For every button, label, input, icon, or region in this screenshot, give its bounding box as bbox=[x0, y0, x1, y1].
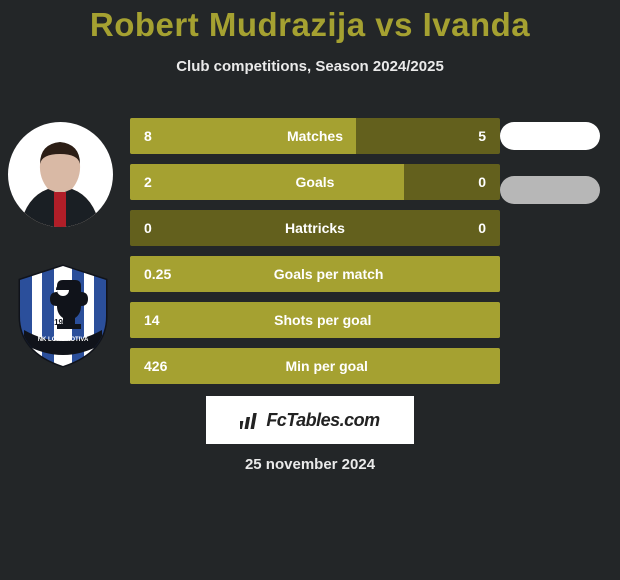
svg-text:NK LOKOMOTIVA: NK LOKOMOTIVA bbox=[38, 337, 89, 343]
club-badge-circle: 1914 NK LOKOMOTIVA bbox=[8, 260, 118, 370]
svg-text:1914: 1914 bbox=[54, 318, 72, 327]
subtitle: Club competitions, Season 2024/2025 bbox=[0, 58, 620, 75]
site-logo: FcTables.com bbox=[206, 396, 414, 444]
club-badge-icon: 1914 NK LOKOMOTIVA bbox=[8, 260, 118, 370]
club-badge: 1914 NK LOKOMOTIVA bbox=[8, 260, 118, 370]
stat-labels: 2 Goals 0 bbox=[130, 164, 500, 200]
stat-left-value: 2 bbox=[144, 174, 152, 190]
stat-right-value: 0 bbox=[478, 220, 486, 236]
stat-label: Goals bbox=[296, 174, 335, 190]
stat-row: 0 Hattricks 0 bbox=[130, 210, 500, 246]
opponent-indicator-pill bbox=[500, 122, 600, 150]
stat-label: Shots per goal bbox=[274, 312, 371, 328]
stat-label: Hattricks bbox=[285, 220, 345, 236]
stat-left-value: 0 bbox=[144, 220, 152, 236]
site-logo-text: FcTables.com bbox=[266, 410, 379, 431]
stat-right-value: 0 bbox=[478, 174, 486, 190]
stat-labels: 14 Shots per goal bbox=[130, 302, 500, 338]
stat-row: 2 Goals 0 bbox=[130, 164, 500, 200]
bar-chart-icon bbox=[240, 409, 262, 431]
stat-labels: 0.25 Goals per match bbox=[130, 256, 500, 292]
stat-row: 14 Shots per goal bbox=[130, 302, 500, 338]
stat-label: Goals per match bbox=[274, 266, 384, 282]
stat-row: 426 Min per goal bbox=[130, 348, 500, 384]
stat-labels: 426 Min per goal bbox=[130, 348, 500, 384]
stat-row: 8 Matches 5 bbox=[130, 118, 500, 154]
stats-area: 8 Matches 5 2 Goals 0 0 Hattricks 0 0.25 Goals per… bbox=[130, 118, 500, 394]
player-portrait-icon bbox=[8, 122, 113, 227]
stat-label: Min per goal bbox=[285, 358, 367, 374]
page-title: Robert Mudrazija vs Ivanda bbox=[0, 0, 620, 44]
stat-right-value: 5 bbox=[478, 128, 486, 144]
stat-left-value: 8 bbox=[144, 128, 152, 144]
stat-labels: 8 Matches 5 bbox=[130, 118, 500, 154]
stat-labels: 0 Hattricks 0 bbox=[130, 210, 500, 246]
player-avatar bbox=[8, 122, 113, 227]
opponent-indicator-pill bbox=[500, 176, 600, 204]
footer-date: 25 november 2024 bbox=[0, 456, 620, 473]
stat-label: Matches bbox=[287, 128, 343, 144]
root: Robert Mudrazija vs Ivanda Club competit… bbox=[0, 0, 620, 580]
stat-row: 0.25 Goals per match bbox=[130, 256, 500, 292]
stat-left-value: 14 bbox=[144, 312, 160, 328]
stat-left-value: 426 bbox=[144, 358, 167, 374]
player-avatar-circle bbox=[8, 122, 113, 227]
stat-left-value: 0.25 bbox=[144, 266, 171, 282]
